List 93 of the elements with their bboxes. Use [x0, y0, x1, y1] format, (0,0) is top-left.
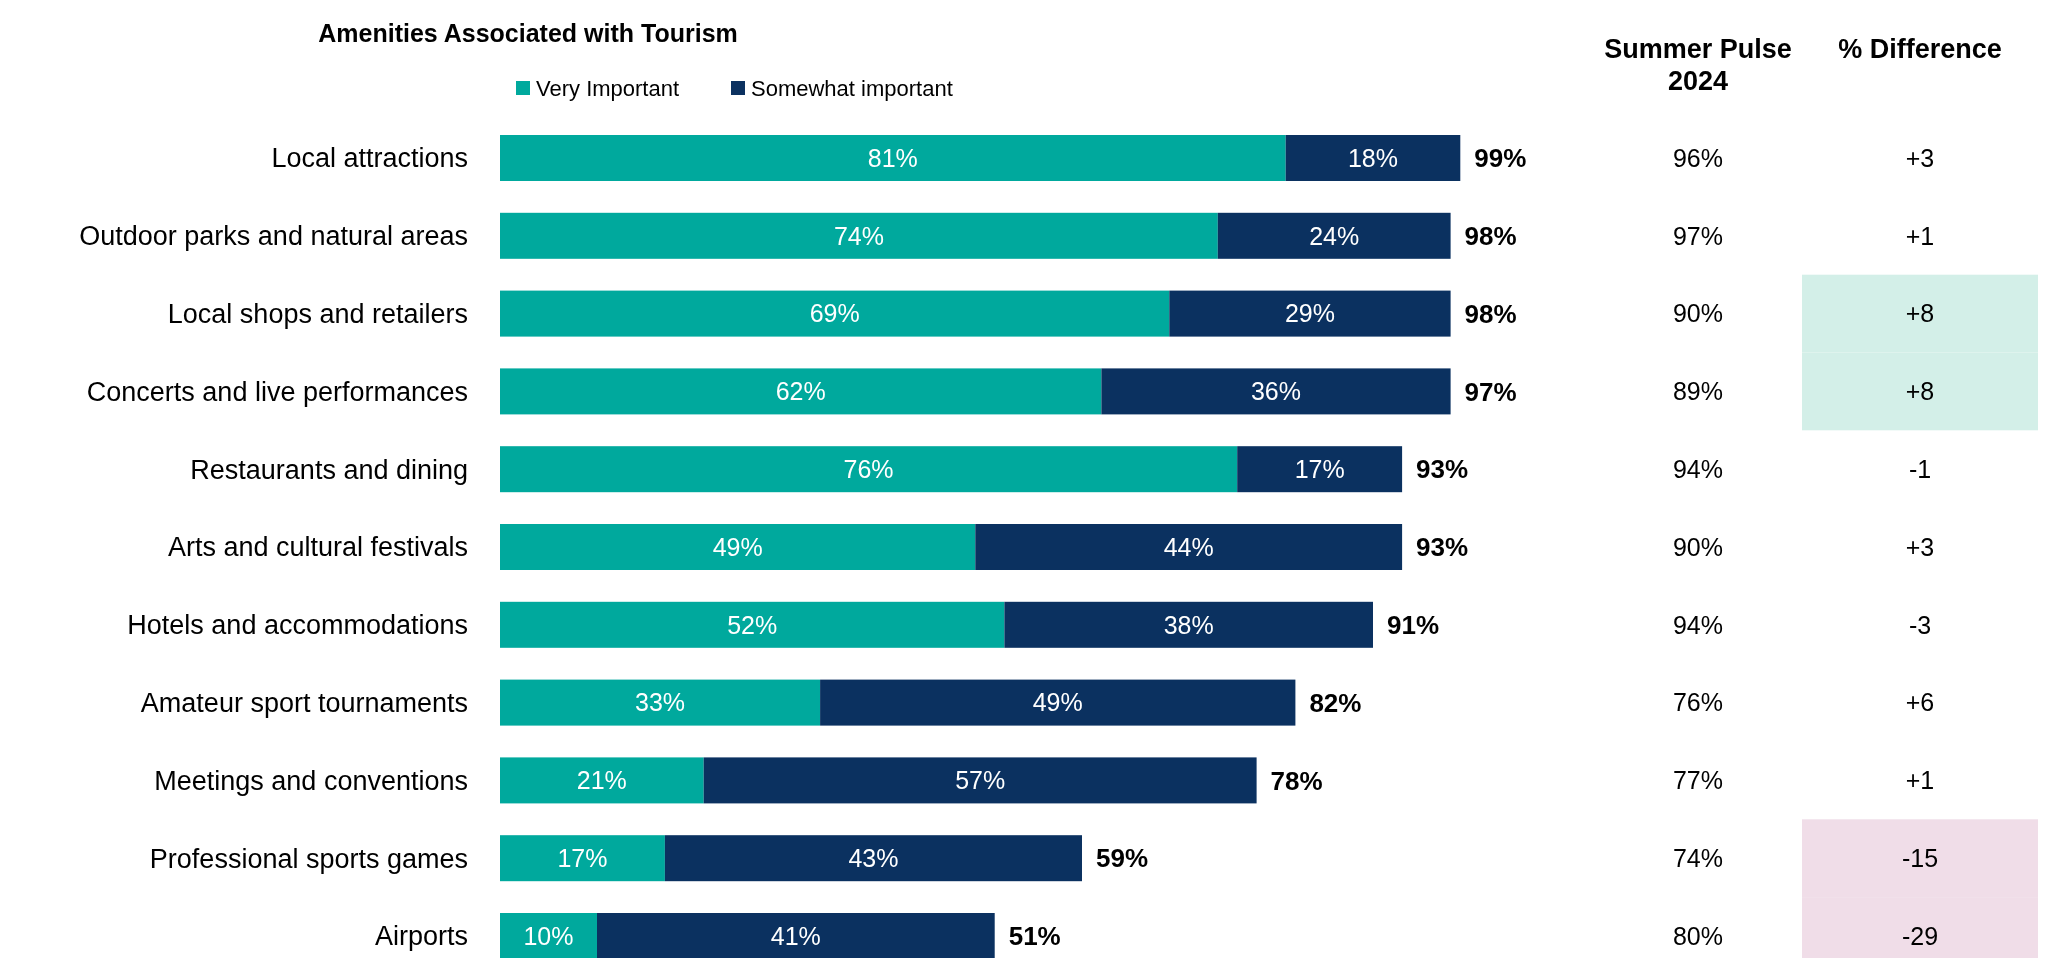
bar	[500, 368, 1102, 415]
data-label: 21%	[576, 766, 627, 795]
data-label: 36%	[1250, 377, 1302, 406]
bar	[500, 835, 665, 882]
data-label: 49%	[712, 532, 763, 561]
y-tick-label: Local attractions	[271, 143, 468, 174]
data-label: 52%	[727, 610, 778, 639]
text: Summer Pulse 2024	[1604, 34, 1792, 96]
text: 76%	[1672, 688, 1724, 717]
data-label: 29%	[1284, 299, 1335, 328]
text: 80%	[1672, 921, 1724, 950]
total-label: 59%	[1096, 843, 1149, 874]
total-label: 78%	[1270, 765, 1323, 796]
data-label: 18%	[1347, 143, 1399, 172]
text: 94%	[1672, 454, 1724, 483]
text: -3	[1908, 610, 1932, 639]
y-tick-label: Arts and cultural festivals	[167, 532, 468, 563]
bar	[975, 524, 1403, 570]
text: 96%	[1672, 143, 1724, 172]
y-tick-label: Hotels and accommodations	[127, 610, 468, 641]
y-tick-label: Local shops and retailers	[167, 299, 468, 330]
total-label: 99%	[1474, 143, 1527, 174]
total-label: 93%	[1416, 532, 1469, 563]
y-tick-label: Professional sports games	[149, 843, 468, 874]
total-label: 97%	[1464, 376, 1517, 407]
chart-title: Amenities Associated with Tourism	[318, 19, 738, 47]
data-label: 38%	[1163, 610, 1214, 639]
bar	[500, 601, 1005, 648]
bar	[664, 835, 1082, 882]
data-label: 62%	[775, 377, 826, 406]
text: +8	[1905, 299, 1935, 328]
text: 90%	[1672, 299, 1724, 328]
y-tick-label: Amateur sport tournaments	[140, 688, 468, 719]
bar	[1004, 601, 1373, 648]
bar	[500, 446, 1238, 493]
bar	[500, 757, 704, 804]
total-label: 91%	[1387, 609, 1440, 640]
bar	[500, 913, 597, 958]
y-tick-label: Outdoor parks and natural areas	[79, 221, 468, 252]
bar	[500, 290, 1170, 337]
text: % Difference	[1838, 34, 2002, 64]
data-label: 24%	[1309, 221, 1360, 250]
bar	[703, 757, 1257, 804]
data-label: 44%	[1163, 532, 1214, 561]
data-label: 57%	[955, 766, 1006, 795]
total-label: 82%	[1309, 687, 1362, 718]
text: +3	[1905, 532, 1935, 561]
bar	[1101, 368, 1451, 415]
text: 94%	[1672, 610, 1724, 639]
bar	[500, 524, 976, 570]
bar	[597, 913, 995, 958]
data-label: 17%	[557, 843, 608, 872]
legend-label: Very Important	[536, 75, 680, 101]
text: 77%	[1672, 766, 1724, 795]
data-label: 69%	[809, 299, 860, 328]
text: +8	[1905, 377, 1935, 406]
y-tick-label: Restaurants and dining	[190, 454, 468, 485]
bar	[500, 212, 1218, 259]
total-label: 51%	[1008, 921, 1061, 952]
bar	[820, 679, 1296, 726]
data-label: 43%	[848, 843, 899, 872]
text: -29	[1901, 921, 1939, 950]
text: +6	[1905, 688, 1935, 717]
data-label: 81%	[867, 143, 918, 172]
text: 90%	[1672, 532, 1724, 561]
data-label: 76%	[843, 454, 894, 483]
total-label: 98%	[1464, 298, 1517, 329]
bar	[1285, 135, 1461, 181]
data-label: 17%	[1294, 454, 1345, 483]
total-label: 93%	[1416, 454, 1469, 485]
bar	[1217, 212, 1451, 259]
text: -1	[1908, 454, 1932, 483]
data-label: 74%	[833, 221, 884, 250]
bar	[500, 679, 821, 726]
text: -15	[1901, 843, 1939, 872]
data-label: 41%	[770, 921, 821, 950]
bar	[1169, 290, 1451, 337]
bar	[1237, 446, 1403, 493]
y-tick-label: Airports	[374, 921, 468, 952]
data-label: 10%	[523, 921, 574, 950]
y-tick-label: Meetings and conventions	[154, 765, 468, 796]
text: +1	[1905, 221, 1935, 250]
bar	[500, 135, 1286, 181]
total-label: 98%	[1464, 220, 1517, 251]
text: 74%	[1672, 843, 1724, 872]
legend-label: Somewhat important	[751, 75, 953, 101]
data-label: 33%	[635, 688, 686, 717]
text: +3	[1905, 143, 1935, 172]
y-tick-label: Concerts and live performances	[86, 376, 468, 407]
text: 97%	[1672, 221, 1724, 250]
data-label: 49%	[1032, 688, 1083, 717]
text: 89%	[1672, 377, 1724, 406]
text: +1	[1905, 766, 1935, 795]
